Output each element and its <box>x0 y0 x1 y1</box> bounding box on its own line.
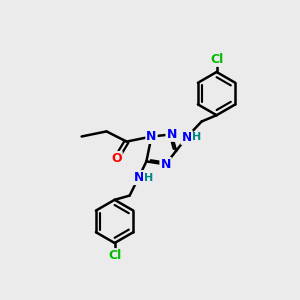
Text: Cl: Cl <box>210 53 223 66</box>
Text: N: N <box>134 171 144 184</box>
Text: Cl: Cl <box>108 249 121 262</box>
Text: O: O <box>111 152 122 165</box>
Text: N: N <box>146 130 157 143</box>
Text: N: N <box>182 131 192 144</box>
Text: N: N <box>160 158 171 171</box>
Text: H: H <box>144 172 153 183</box>
Text: H: H <box>192 132 201 142</box>
Text: N: N <box>167 128 177 141</box>
